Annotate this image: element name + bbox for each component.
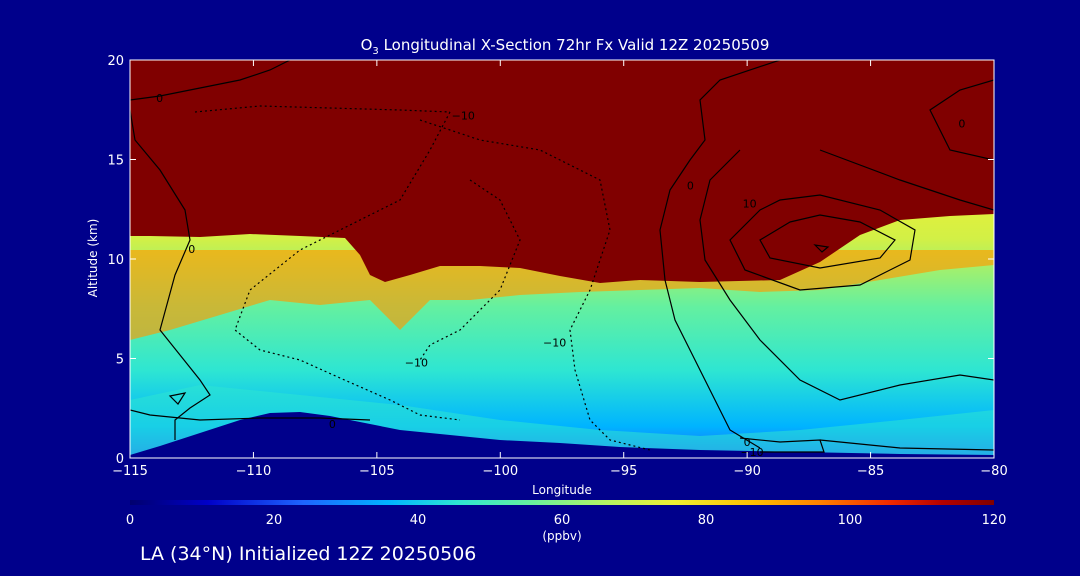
contour-dotted-minus20 [419,179,521,361]
contour-solid-ground [739,437,825,453]
x-tick-label: −115 [112,464,148,479]
contour-solid-20 [729,194,916,291]
x-tick-label: −95 [610,464,637,479]
y-tick-label: 20 [107,54,124,69]
footer-caption: LA (34°N) Initialized 12Z 20250506 [140,543,476,565]
chart-title: O3 Longitudinal X-Section 72hr Fx Valid … [361,36,770,57]
x-tick-label: −90 [733,464,760,479]
contour-label: 0 [329,418,336,431]
y-axis: 0 5 10 15 20 [107,54,994,467]
x-tick-label: −100 [482,464,518,479]
contour-solid-30 [759,214,896,269]
colorbar-tick-label: 40 [410,513,427,528]
x-axis-label: Longitude [532,483,592,497]
contour-label: −10 [543,337,566,350]
x-tick-label: −110 [236,464,272,479]
colorbar-unit: (ppbv) [542,529,581,543]
contour-label: −10 [405,356,428,369]
colorbar-tick-label: 100 [838,513,863,528]
colorbar-ticks: 0 20 40 60 80 100 120 [126,513,1007,528]
colorbar-tick-label: 80 [698,513,715,528]
contour-solid-40 [813,244,830,253]
contour-label: 10 [743,197,757,210]
contour-label: 0 [744,436,751,449]
contour-label: 0 [188,243,195,256]
contour-label: 0 [958,118,965,131]
colorbar-tick-label: 60 [554,513,571,528]
y-tick-label: 0 [116,452,124,467]
contours [130,60,994,453]
contour-dotted-minus10-a [194,105,461,421]
contour-solid-small [168,392,187,405]
y-tick-label: 5 [116,353,124,368]
contour-dotted-minus10-b [419,119,651,451]
y-tick-label: 15 [107,154,124,169]
contour-label: 0 [156,92,163,105]
x-tick-label: −105 [359,464,395,479]
colorbar [130,500,994,505]
y-tick-label: 10 [107,253,124,268]
contour-label: −10 [452,110,475,123]
colorbar-tick-label: 20 [266,513,283,528]
x-tick-label: −85 [857,464,884,479]
x-tick-label: −80 [980,464,1007,479]
contour-solid-10 [699,149,994,401]
x-axis: −115 −110 −105 −100 −95 −90 −85 −80 [112,60,1008,479]
colorbar-tick-label: 0 [126,513,134,528]
contour-label: −10 [740,446,763,459]
contour-solid-0-east [659,60,994,451]
colorbar-tick-label: 120 [982,513,1007,528]
terrain [130,412,994,458]
contour-label: 0 [687,179,694,192]
contour-solid-0-west [130,60,371,440]
y-axis-label: Altitude (km) [86,219,100,298]
